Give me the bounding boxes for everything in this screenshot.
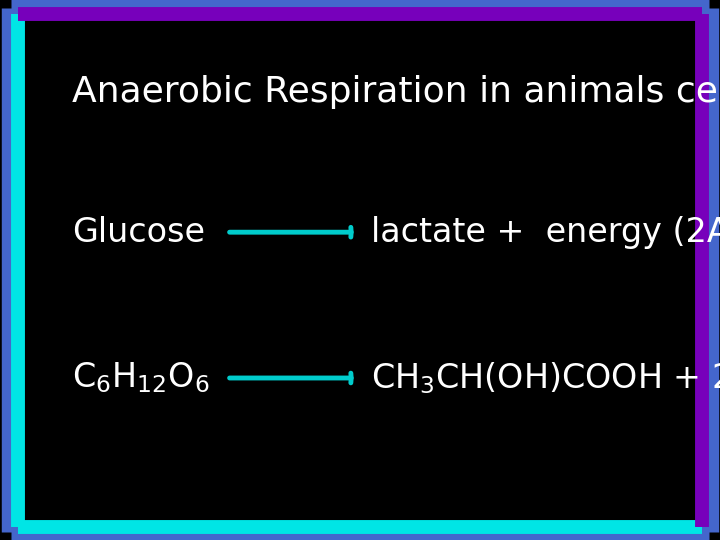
Text: $\mathrm{C_6H_{12}O_6}$: $\mathrm{C_6H_{12}O_6}$ [72, 361, 210, 395]
Text: lactate +  energy (2ATP): lactate + energy (2ATP) [371, 215, 720, 249]
Text: Anaerobic Respiration in animals cells: Anaerobic Respiration in animals cells [72, 75, 720, 109]
Text: Glucose: Glucose [72, 215, 205, 249]
Text: $\mathrm{CH_3CH(OH)COOH}$ + 2ATP: $\mathrm{CH_3CH(OH)COOH}$ + 2ATP [371, 360, 720, 396]
